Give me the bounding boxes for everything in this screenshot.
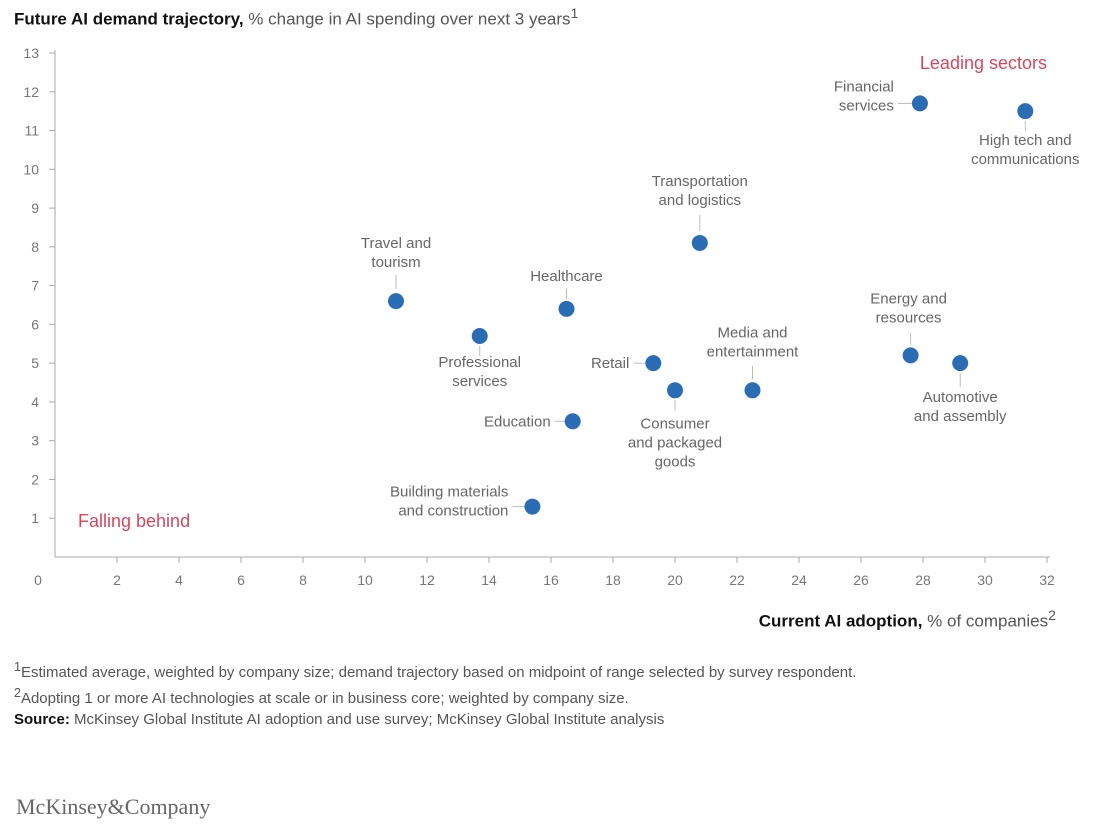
data-point: [388, 293, 404, 310]
x-tick-label: 4: [175, 572, 183, 588]
x-tick-label: 10: [357, 572, 373, 588]
data-point: [667, 382, 683, 399]
point-label-line: Automotive: [923, 389, 998, 406]
point-label-line: Travel and: [361, 235, 431, 252]
y-tick-label: 11: [24, 123, 39, 139]
point-label-line: Media and: [717, 324, 787, 341]
x-tick-label: 26: [853, 572, 869, 588]
point-label-line: High tech and: [979, 132, 1072, 149]
point-label-line: Professional: [438, 354, 521, 371]
point-label: Professional services: [438, 354, 521, 390]
point-label-line: Building materials: [390, 484, 508, 501]
chart-title: Future AI demand trajectory, % change in…: [14, 6, 579, 29]
x-tick-label: 22: [729, 572, 745, 588]
x-tick-label: 14: [481, 572, 497, 588]
source-line: Source: McKinsey Global Institute AI ado…: [14, 711, 665, 728]
y-tick-label: 9: [31, 200, 39, 216]
y-tick-label: 6: [31, 316, 39, 332]
data-point: [902, 347, 919, 364]
data-point: [558, 300, 575, 317]
x-tick-label: 12: [419, 572, 435, 588]
point-label-line: Transportation: [652, 173, 748, 190]
x-tick-label: 6: [237, 572, 245, 588]
point-label: Education: [484, 413, 551, 430]
brand-logo: McKinsey&Company: [16, 794, 211, 819]
footnote-2: 2Adopting 1 or more AI technologies at s…: [14, 686, 629, 707]
point-label-line: and logistics: [659, 192, 742, 209]
x-tick-label: 8: [299, 572, 307, 588]
data-point: [952, 355, 969, 372]
corner-annotation: Falling behind: [78, 511, 190, 531]
x-tick-label: 0: [34, 572, 42, 588]
y-tick-label: 4: [31, 394, 39, 410]
data-point: [524, 498, 541, 515]
point-label-line: Financial: [834, 78, 894, 95]
data-point: [471, 328, 488, 345]
data-point: [744, 382, 761, 399]
x-tick-label: 32: [1039, 572, 1055, 588]
y-tick-label: 1: [31, 510, 39, 526]
data-point: [691, 234, 708, 251]
point-label-line: entertainment: [707, 343, 800, 360]
y-tick-label: 8: [31, 239, 39, 255]
point-label: Media and entertainment: [707, 324, 800, 360]
y-tick-label: 7: [31, 278, 39, 294]
data-point: [645, 355, 662, 372]
point-label: Energy and resources: [870, 290, 947, 326]
data-point: [911, 95, 928, 112]
y-tick-label: 12: [23, 84, 39, 100]
y-tick-label: 2: [31, 471, 39, 487]
point-label-line: tourism: [371, 254, 420, 271]
point-label-line: and construction: [398, 503, 508, 520]
point-label-line: and assembly: [914, 408, 1007, 425]
x-tick-label: 18: [605, 572, 621, 588]
point-label-line: Consumer: [640, 415, 709, 432]
x-tick-label: 28: [915, 572, 931, 588]
point-label-line: and packaged: [628, 434, 722, 451]
x-tick-label: 20: [667, 572, 683, 588]
x-tick-label: 24: [791, 572, 807, 588]
point-label: Financial services: [834, 78, 894, 114]
x-tick-label: 2: [113, 572, 121, 588]
point-label-line: goods: [655, 453, 696, 470]
footnote-1: 1Estimated average, weighted by company …: [14, 660, 857, 681]
point-label: Transportation and logistics: [652, 173, 748, 209]
x-tick-label: 30: [977, 572, 993, 588]
y-tick-label: 10: [23, 161, 39, 177]
point-label-line: Energy and: [870, 290, 947, 307]
point-label: Building materials and construction: [390, 484, 508, 520]
y-tick-label: 13: [23, 45, 39, 61]
point-label: High tech and communications: [971, 132, 1079, 168]
footnotes: 1Estimated average, weighted by company …: [14, 657, 1074, 730]
point-label-line: services: [452, 373, 507, 390]
x-axis-label: Current AI adoption, % of companies2: [758, 608, 1056, 631]
x-tick-label: 16: [543, 572, 559, 588]
data-point: [564, 413, 581, 430]
point-label: Automotive and assembly: [914, 389, 1007, 425]
point-label-line: resources: [876, 309, 942, 326]
y-tick-label: 3: [31, 433, 39, 449]
point-label: Travel and tourism: [361, 235, 431, 271]
point-label-line: services: [839, 97, 894, 114]
point-label: Retail: [591, 355, 629, 372]
corner-annotation: Leading sectors: [920, 53, 1047, 73]
y-tick-label: 5: [31, 355, 39, 371]
point-label: Consumer and packaged goods: [628, 415, 722, 470]
point-label-line: Education: [484, 413, 551, 430]
point-label-line: Healthcare: [530, 268, 603, 285]
point-label-line: Retail: [591, 355, 629, 372]
point-label-line: communications: [971, 151, 1079, 168]
data-point: [1017, 103, 1034, 120]
point-label: Healthcare: [530, 268, 603, 285]
